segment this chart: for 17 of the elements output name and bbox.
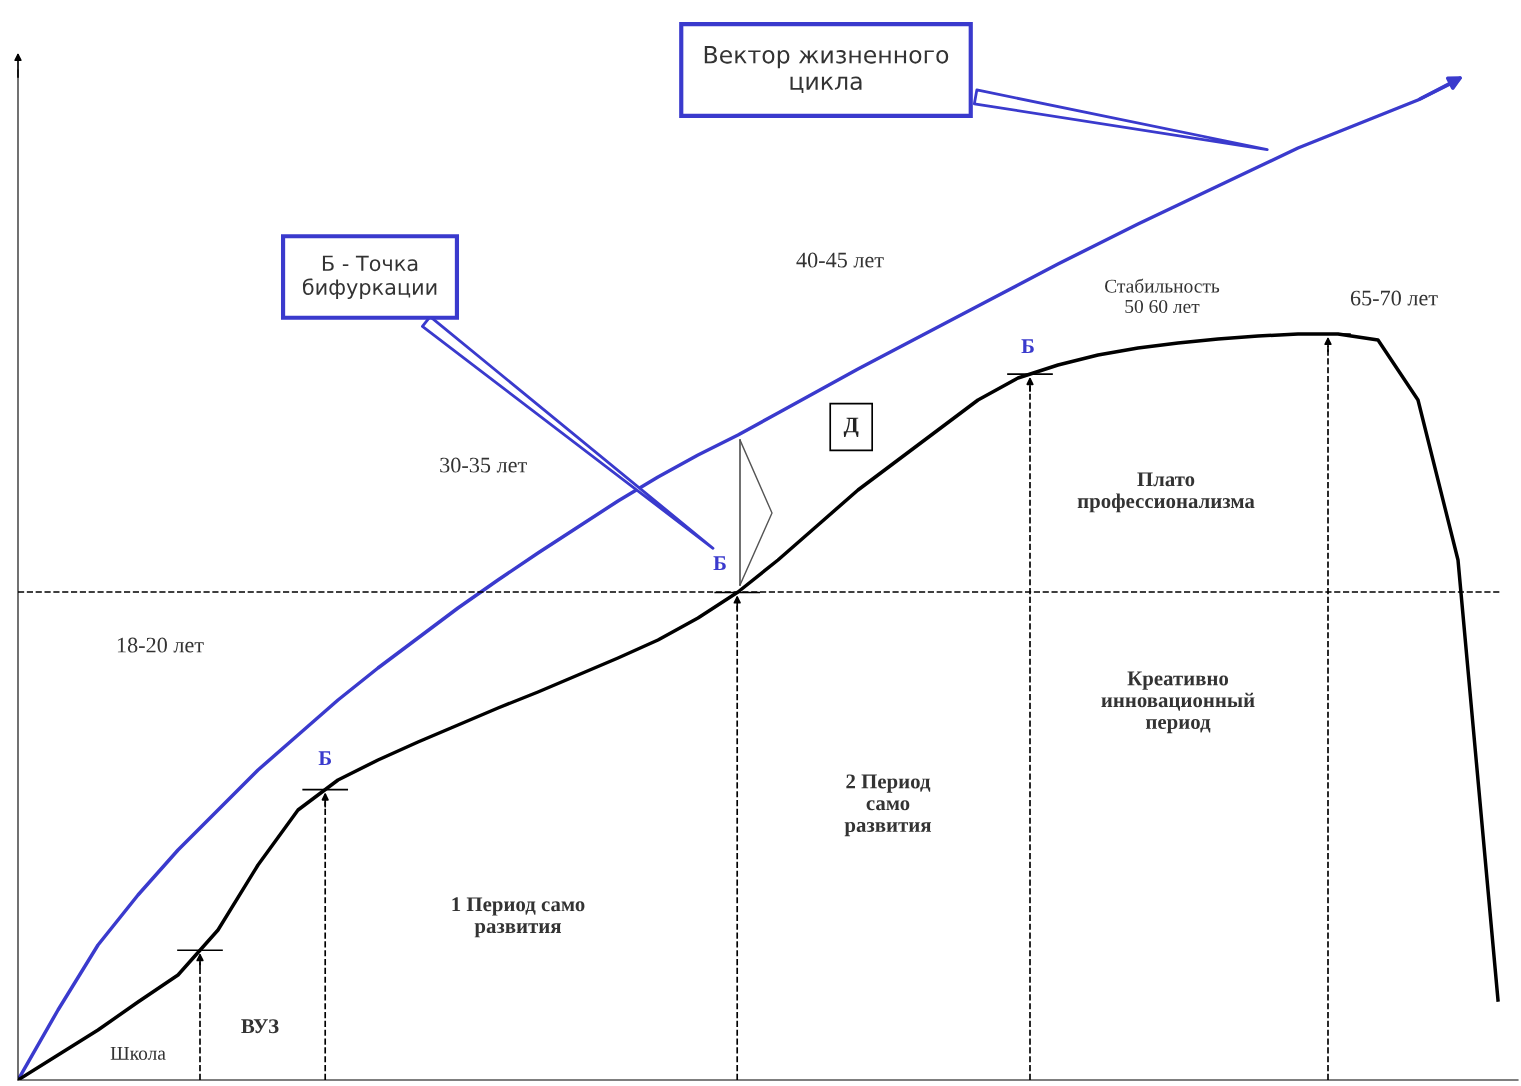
annotation: Вектор жизненного цикла bbox=[704, 46, 949, 93]
annotation: Б bbox=[713, 556, 726, 571]
annotation: Плато профессионализма bbox=[1077, 472, 1255, 513]
annotation: Б - Точка бифуркации bbox=[302, 255, 437, 299]
annotation: 2 Период само развития bbox=[844, 774, 932, 837]
annotation: 65-70 лет bbox=[1350, 290, 1438, 306]
annotation: Школа bbox=[110, 1046, 166, 1060]
annotation: Креативно инновационный период bbox=[1101, 671, 1255, 734]
annotation: 30-35 лет bbox=[440, 457, 527, 473]
annotation: Б bbox=[1021, 339, 1034, 354]
annotation: 18-20 лет bbox=[117, 637, 204, 653]
annotation: Д bbox=[843, 417, 859, 438]
annotation: 1 Период само развития bbox=[452, 897, 585, 938]
annotation: 40-45 лет bbox=[796, 252, 884, 268]
annotation: Б bbox=[318, 751, 332, 766]
annotation: ВУЗ bbox=[241, 1019, 279, 1034]
annotation: Стабильность 50 60 лет bbox=[1105, 278, 1220, 314]
